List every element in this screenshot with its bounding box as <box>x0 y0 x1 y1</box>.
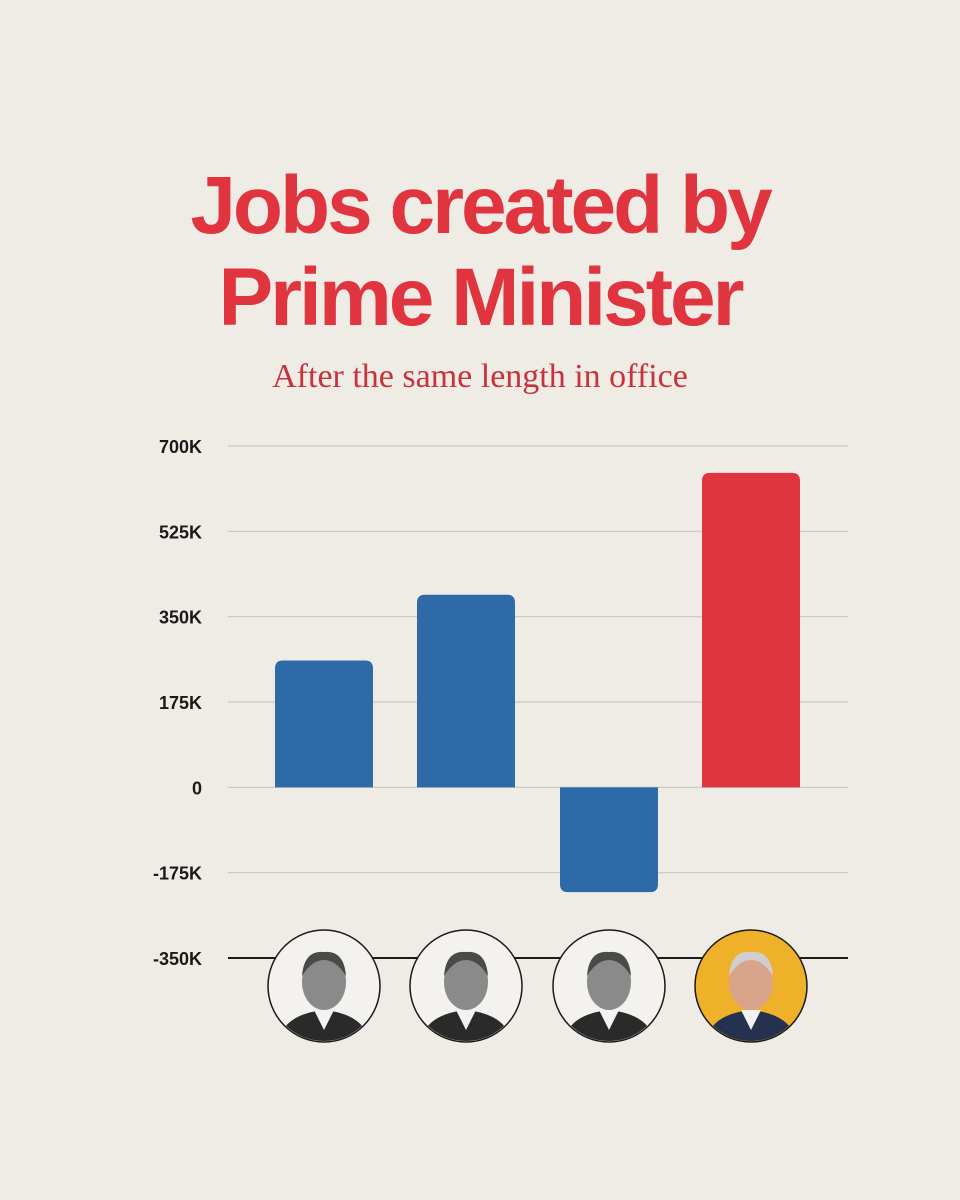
title-line-1: Jobs created by <box>190 160 772 251</box>
chart-subtitle: After the same length in office <box>272 358 688 395</box>
y-tick-label: -350K <box>153 949 202 969</box>
portrait-3-icon <box>552 929 666 1043</box>
y-tick-label: -175K <box>153 864 202 884</box>
y-tick-label: 175K <box>159 693 202 713</box>
portrait-1-icon <box>267 929 381 1043</box>
bar-3 <box>560 787 658 893</box>
y-tick-label: 350K <box>159 608 202 628</box>
portrait-4-icon <box>694 929 808 1043</box>
y-tick-label: 525K <box>159 522 202 542</box>
title-line-2: Prime Minister <box>218 252 744 343</box>
bar-4 <box>702 472 800 788</box>
chart-title: Jobs created by Prime Minister <box>0 160 960 344</box>
y-tick-label: 0 <box>192 778 202 798</box>
portrait-2-icon <box>409 929 523 1043</box>
bar-2 <box>417 594 515 788</box>
y-tick-label: 700K <box>159 437 202 457</box>
bar-1 <box>275 660 373 788</box>
